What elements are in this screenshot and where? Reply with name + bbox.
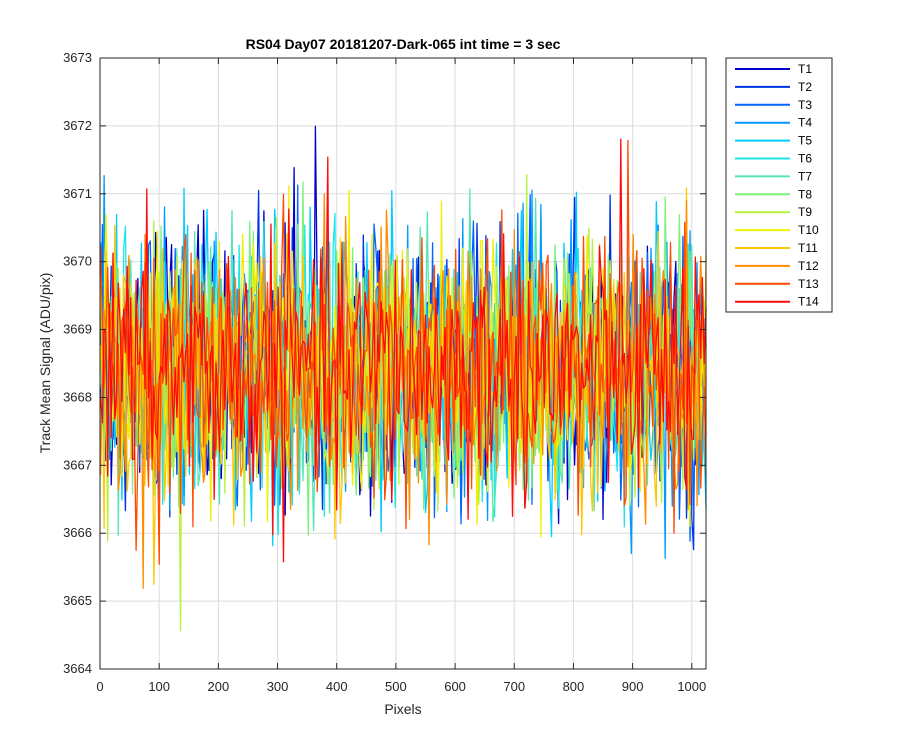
x-tick-labels: 0 100 200 300 400 500 600 700 800 900 1000 [96, 679, 706, 694]
chart-title: RS04 Day07 20181207-Dark-065 int time = … [246, 36, 561, 52]
x-tick-label: 500 [385, 679, 407, 694]
legend-label-t10: T10 [798, 223, 819, 237]
legend-label-t14: T14 [798, 295, 819, 309]
plot-frame [99, 57, 707, 670]
legend-label-t5: T5 [798, 134, 812, 148]
legend-label-t1: T1 [798, 62, 812, 76]
x-tick-label: 100 [148, 679, 170, 694]
y-tick-label: 3672 [63, 118, 92, 133]
legend-box [725, 57, 833, 313]
x-tick-label: 400 [326, 679, 348, 694]
y-tick-label: 3666 [63, 525, 92, 540]
y-tick-label: 3668 [63, 389, 92, 404]
y-tick-label: 3673 [63, 50, 92, 65]
legend-label-t12: T12 [798, 259, 819, 273]
legend-label-t13: T13 [798, 277, 819, 291]
y-tick-label: 3665 [63, 593, 92, 608]
axis-ticks [99, 57, 706, 670]
x-tick-label: 1000 [677, 679, 706, 694]
y-tick-label: 3671 [63, 186, 92, 201]
legend: T1 T2 T3 T4 T5 T6 T7 T8 T9 T10 T11 T12 T13 T14 [725, 57, 833, 313]
y-tick-label: 3669 [63, 322, 92, 337]
legend-label-t11: T11 [798, 241, 818, 255]
x-axis-label: Pixels [384, 701, 421, 717]
legend-entries: T1 T2 T3 T4 T5 T6 T7 T8 T9 T10 T11 T12 T13 T14 [735, 62, 819, 309]
series-line-t14 [99, 138, 707, 563]
y-tick-label: 3667 [63, 457, 92, 472]
x-tick-label: 0 [96, 679, 103, 694]
series-line-t13 [99, 139, 707, 566]
legend-label-t9: T9 [798, 205, 812, 219]
legend-label-t7: T7 [798, 169, 812, 183]
x-tick-label: 700 [503, 679, 525, 694]
x-tick-label: 800 [563, 679, 585, 694]
y-axis-label: Track Mean Signal (ADU/pix) [37, 273, 53, 454]
legend-label-t6: T6 [798, 152, 812, 166]
y-tick-label: 3670 [63, 254, 92, 269]
y-tick-label: 3664 [63, 661, 92, 676]
legend-label-t4: T4 [798, 116, 812, 130]
x-tick-label: 600 [444, 679, 466, 694]
legend-label-t3: T3 [798, 98, 812, 112]
legend-label-t2: T2 [798, 80, 812, 94]
x-tick-label: 200 [208, 679, 230, 694]
legend-label-t8: T8 [798, 187, 812, 201]
series-lines [99, 125, 707, 632]
x-tick-label: 300 [267, 679, 289, 694]
y-tick-labels: 3664 3665 3666 3667 3668 3669 3670 3671 3672 3673 [63, 50, 92, 676]
x-tick-label: 900 [622, 679, 644, 694]
